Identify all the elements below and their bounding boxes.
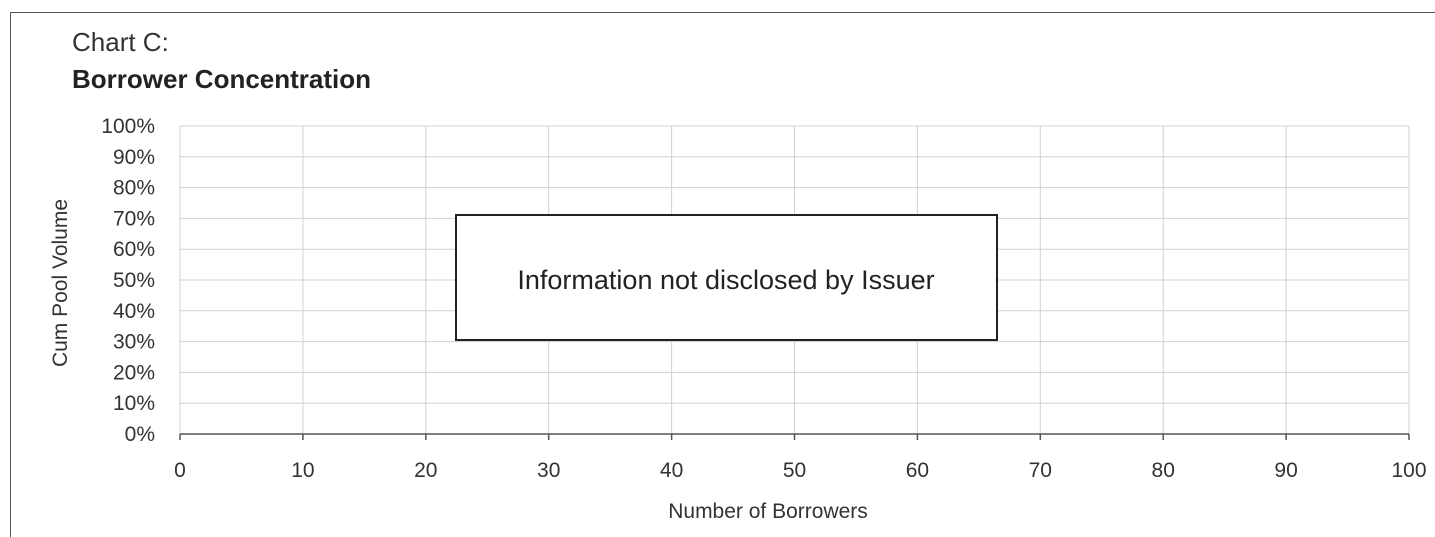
x-tick-label: 40	[660, 459, 683, 482]
y-tick-labels: 0% 10% 20% 30% 40% 50% 60% 70% 80% 90% 100%	[101, 115, 155, 446]
axes	[179, 126, 1410, 440]
y-tick-label: 30%	[113, 331, 155, 354]
chart-frame	[10, 12, 1435, 537]
chart-title: Chart C:	[72, 27, 169, 57]
not-disclosed-box: Information not disclosed by Issuer	[455, 214, 998, 341]
x-tick-label: 60	[906, 459, 929, 482]
y-tick-label: 90%	[113, 146, 155, 169]
chart-subtitle: Borrower Concentration	[72, 64, 372, 94]
x-tick-label: 90	[1274, 459, 1297, 482]
y-tick-label: 100%	[101, 115, 155, 138]
y-tick-label: 40%	[113, 300, 155, 323]
y-tick-label: 20%	[113, 361, 155, 384]
x-tick-label: 50	[783, 459, 806, 482]
y-tick-label: 50%	[113, 269, 155, 292]
x-tick-label: 0	[174, 459, 186, 482]
not-disclosed-box-border	[455, 214, 998, 341]
y-axis-label: Cum Pool Volume	[49, 199, 72, 367]
not-disclosed-text: Information not disclosed by Issuer	[517, 265, 934, 295]
x-tick-label: 10	[291, 459, 314, 482]
x-tick-label: 80	[1152, 459, 1175, 482]
y-tick-label: 70%	[113, 207, 155, 230]
y-tick-label: 10%	[113, 392, 155, 415]
x-tick-label: 20	[414, 459, 437, 482]
y-tick-label: 80%	[113, 177, 155, 200]
x-tick-labels: 0 10 20 30 40 50 60 70 80 90 100	[174, 459, 1426, 482]
y-tick-label: 60%	[113, 238, 155, 261]
x-tick-label: 30	[537, 459, 560, 482]
x-tick-label: 70	[1029, 459, 1052, 482]
x-tick-label: 100	[1391, 459, 1426, 482]
y-tick-label: 0%	[125, 423, 155, 446]
x-axis-label: Number of Borrowers	[668, 500, 868, 523]
